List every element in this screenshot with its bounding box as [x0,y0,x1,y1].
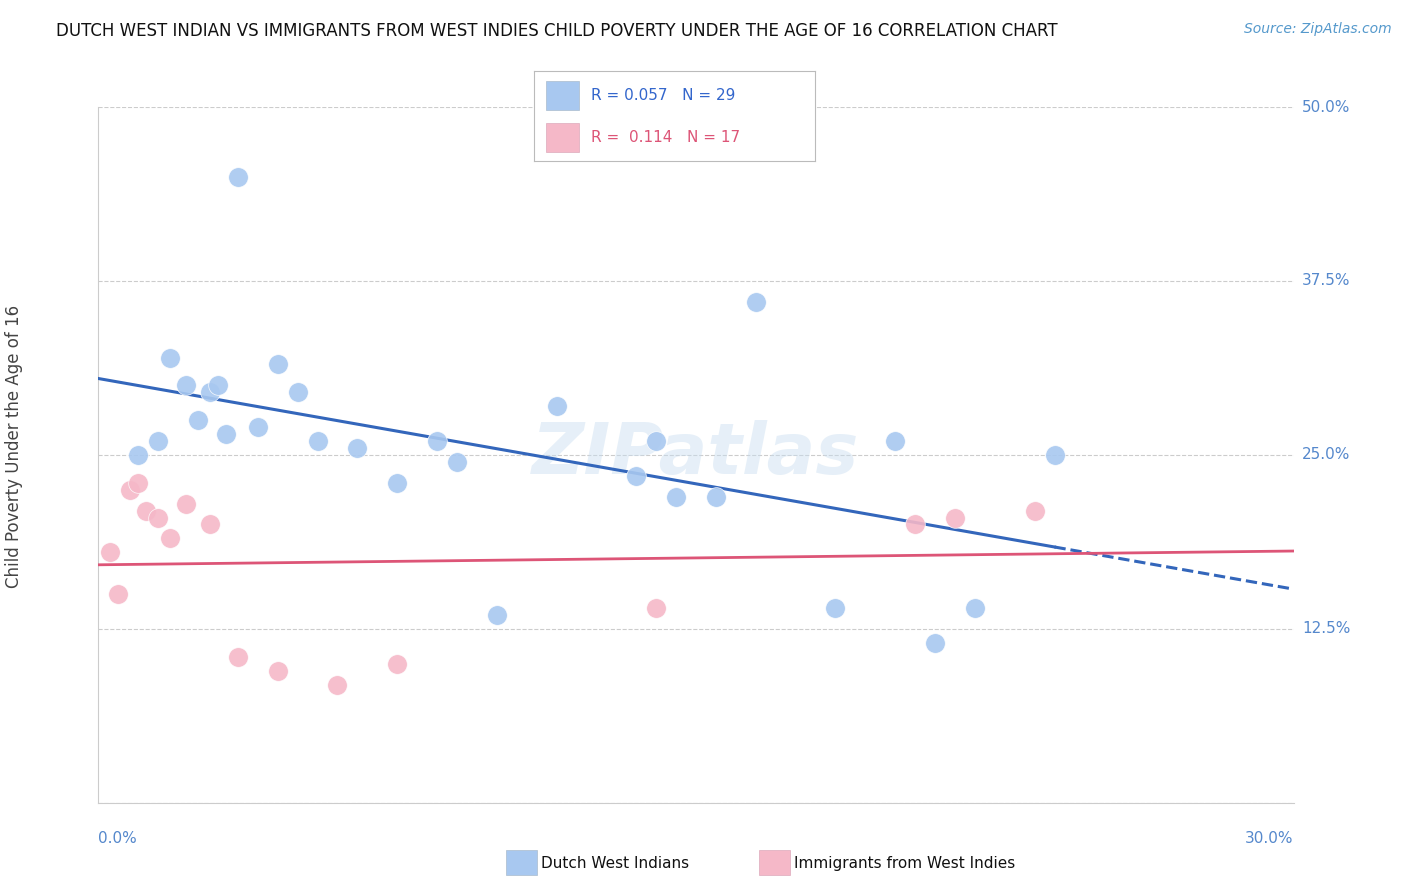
Point [1043,448,1066,462]
Text: Immigrants from West Indies: Immigrants from West Indies [794,856,1015,871]
Point [159,351,181,365]
Text: 25.0%: 25.0% [1302,448,1350,462]
Point [704,490,727,504]
Text: 0.0%: 0.0% [98,830,138,846]
Point [426,434,449,448]
Point [120,483,142,497]
Text: 50.0%: 50.0% [1302,100,1350,114]
Point [645,601,668,615]
Point [326,677,349,691]
Point [174,497,197,511]
Point [824,601,846,615]
Bar [546,81,579,110]
Point [207,378,229,392]
Text: DUTCH WEST INDIAN VS IMMIGRANTS FROM WEST INDIES CHILD POVERTY UNDER THE AGE OF : DUTCH WEST INDIAN VS IMMIGRANTS FROM WES… [56,22,1057,40]
Point [745,294,768,309]
Text: 37.5%: 37.5% [1302,274,1350,288]
Point [159,532,181,546]
Point [127,448,149,462]
Point [943,510,966,524]
Point [107,587,129,601]
Point [1024,503,1046,517]
Point [215,427,238,442]
Point [198,517,221,532]
Text: R = 0.057   N = 29: R = 0.057 N = 29 [591,88,735,103]
Bar [546,123,579,152]
Text: ZIPatlas: ZIPatlas [533,420,859,490]
Point [198,385,221,400]
Point [267,664,290,678]
Point [226,649,249,664]
Text: 30.0%: 30.0% [1246,830,1294,846]
Point [187,413,209,427]
Point [924,636,946,650]
Point [624,468,647,483]
Point [148,434,170,448]
Text: Source: ZipAtlas.com: Source: ZipAtlas.com [1244,22,1392,37]
Point [904,517,927,532]
Point [135,503,157,517]
Point [485,607,508,622]
Point [174,378,197,392]
Point [645,434,668,448]
Point [546,399,568,413]
Text: R =  0.114   N = 17: R = 0.114 N = 17 [591,130,740,145]
Point [346,441,368,455]
Point [246,420,269,434]
Point [446,455,468,469]
Point [385,475,409,490]
Text: Child Poverty Under the Age of 16: Child Poverty Under the Age of 16 [6,304,22,588]
Point [665,490,688,504]
Point [226,169,249,184]
Text: Dutch West Indians: Dutch West Indians [541,856,689,871]
Point [127,475,149,490]
Point [385,657,409,671]
Point [963,601,986,615]
Point [884,434,907,448]
Point [98,545,122,559]
Point [267,358,290,372]
Point [287,385,309,400]
Text: 12.5%: 12.5% [1302,622,1350,636]
Point [148,510,170,524]
Point [307,434,329,448]
